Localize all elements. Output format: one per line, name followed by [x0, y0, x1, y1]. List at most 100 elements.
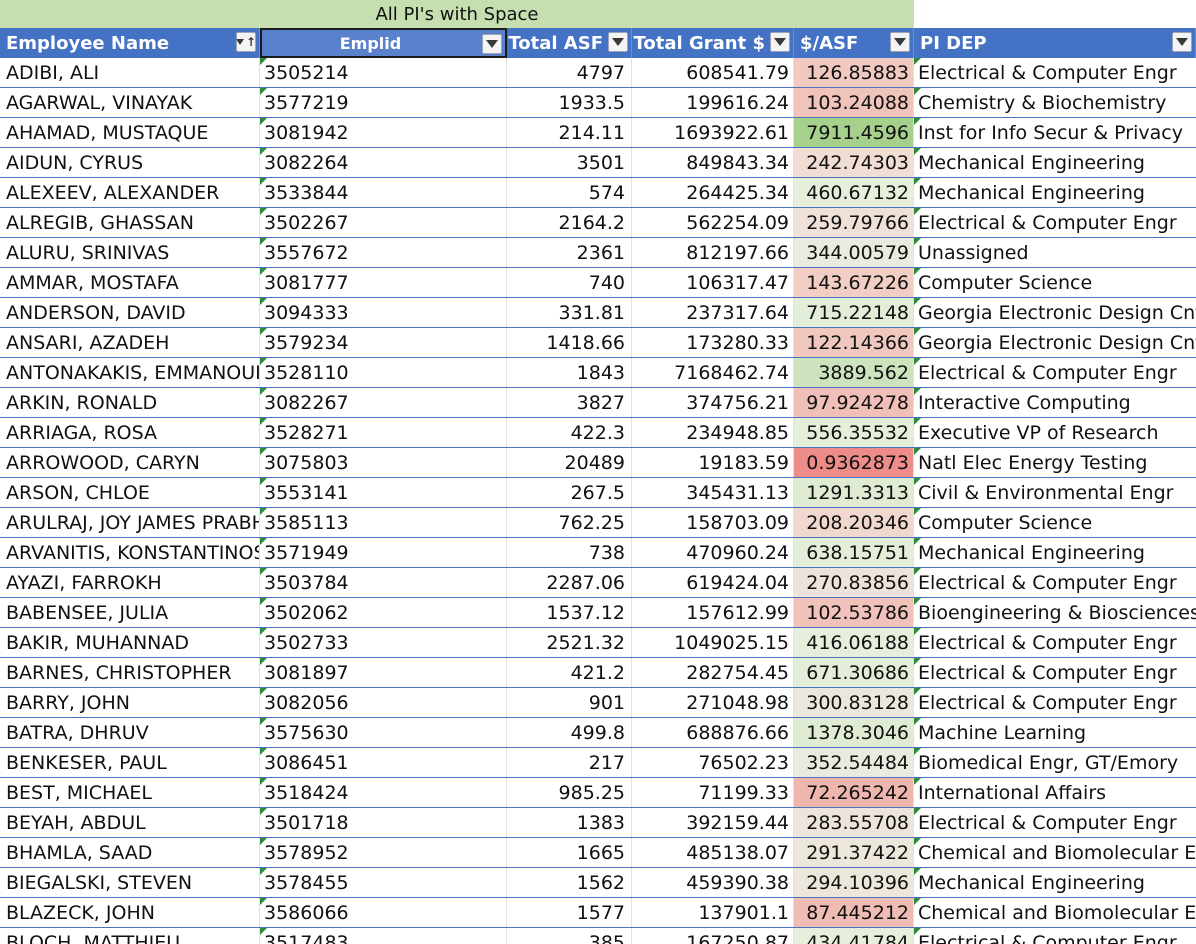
- cell-emplid[interactable]: 3081777: [260, 268, 507, 297]
- cell-employee-name[interactable]: BENKESER, PAUL: [0, 748, 260, 777]
- cell-dollars-per-asf[interactable]: 72.265242: [794, 778, 914, 807]
- cell-dollars-per-asf[interactable]: 556.35532: [794, 418, 914, 447]
- cell-total-asf[interactable]: 1383: [507, 808, 632, 837]
- cell-dollars-per-asf[interactable]: 715.22148: [794, 298, 914, 327]
- cell-total-asf[interactable]: 20489: [507, 448, 632, 477]
- cell-pi-dep[interactable]: Computer Science: [914, 508, 1196, 537]
- cell-dollars-per-asf[interactable]: 291.37422: [794, 838, 914, 867]
- cell-total-grant[interactable]: 688876.66: [632, 718, 794, 747]
- cell-total-asf[interactable]: 214.11: [507, 118, 632, 147]
- cell-total-grant[interactable]: 106317.47: [632, 268, 794, 297]
- cell-employee-name[interactable]: BLOCH, MATTHIEU: [0, 928, 260, 944]
- cell-employee-name[interactable]: ALREGIB, GHASSAN: [0, 208, 260, 237]
- cell-total-asf[interactable]: 1418.66: [507, 328, 632, 357]
- cell-emplid[interactable]: 3502062: [260, 598, 507, 627]
- cell-dollars-per-asf[interactable]: 1378.3046: [794, 718, 914, 747]
- cell-total-grant[interactable]: 374756.21: [632, 388, 794, 417]
- cell-pi-dep[interactable]: Georgia Electronic Design Cntr: [914, 298, 1196, 327]
- cell-pi-dep[interactable]: Unassigned: [914, 238, 1196, 267]
- cell-total-asf[interactable]: 985.25: [507, 778, 632, 807]
- cell-dollars-per-asf[interactable]: 294.10396: [794, 868, 914, 897]
- cell-emplid[interactable]: 3082264: [260, 148, 507, 177]
- cell-employee-name[interactable]: BEST, MICHAEL: [0, 778, 260, 807]
- cell-dollars-per-asf[interactable]: 103.24088: [794, 88, 914, 117]
- cell-emplid[interactable]: 3502733: [260, 628, 507, 657]
- cell-employee-name[interactable]: ANSARI, AZADEH: [0, 328, 260, 357]
- filter-dropdown-icon[interactable]: [890, 32, 910, 52]
- cell-total-grant[interactable]: 1049025.15: [632, 628, 794, 657]
- cell-pi-dep[interactable]: Machine Learning: [914, 718, 1196, 747]
- cell-total-asf[interactable]: 574: [507, 178, 632, 207]
- cell-dollars-per-asf[interactable]: 87.445212: [794, 898, 914, 927]
- cell-dollars-per-asf[interactable]: 1291.3313: [794, 478, 914, 507]
- cell-emplid[interactable]: 3528271: [260, 418, 507, 447]
- cell-dollars-per-asf[interactable]: 126.85883: [794, 58, 914, 87]
- cell-dollars-per-asf[interactable]: 242.74303: [794, 148, 914, 177]
- cell-total-grant[interactable]: 76502.23: [632, 748, 794, 777]
- filter-dropdown-icon[interactable]: [608, 32, 628, 52]
- cell-employee-name[interactable]: ARRIAGA, ROSA: [0, 418, 260, 447]
- cell-total-grant[interactable]: 237317.64: [632, 298, 794, 327]
- cell-employee-name[interactable]: BAKIR, MUHANNAD: [0, 628, 260, 657]
- cell-total-grant[interactable]: 199616.24: [632, 88, 794, 117]
- cell-total-grant[interactable]: 158703.09: [632, 508, 794, 537]
- cell-total-grant[interactable]: 234948.85: [632, 418, 794, 447]
- cell-pi-dep[interactable]: Bioengineering & Biosciences: [914, 598, 1196, 627]
- cell-emplid[interactable]: 3533844: [260, 178, 507, 207]
- cell-dollars-per-asf[interactable]: 97.924278: [794, 388, 914, 417]
- cell-dollars-per-asf[interactable]: 352.54484: [794, 748, 914, 777]
- cell-emplid[interactable]: 3578455: [260, 868, 507, 897]
- cell-employee-name[interactable]: ARVANITIS, KONSTANTINOS: [0, 538, 260, 567]
- cell-total-asf[interactable]: 1562: [507, 868, 632, 897]
- cell-emplid[interactable]: 3518424: [260, 778, 507, 807]
- header-employee-name[interactable]: Employee Name ↑: [0, 28, 260, 58]
- cell-total-asf[interactable]: 1537.12: [507, 598, 632, 627]
- cell-emplid[interactable]: 3081942: [260, 118, 507, 147]
- header-pi-dep[interactable]: PI DEP: [914, 28, 1196, 58]
- cell-emplid[interactable]: 3553141: [260, 478, 507, 507]
- cell-pi-dep[interactable]: Mechanical Engineering: [914, 538, 1196, 567]
- cell-total-grant[interactable]: 345431.13: [632, 478, 794, 507]
- cell-total-grant[interactable]: 485138.07: [632, 838, 794, 867]
- cell-employee-name[interactable]: AGARWAL, VINAYAK: [0, 88, 260, 117]
- cell-pi-dep[interactable]: Mechanical Engineering: [914, 148, 1196, 177]
- cell-total-grant[interactable]: 71199.33: [632, 778, 794, 807]
- cell-dollars-per-asf[interactable]: 460.67132: [794, 178, 914, 207]
- header-dollars-per-asf[interactable]: $/ASF: [794, 28, 914, 58]
- cell-pi-dep[interactable]: Mechanical Engineering: [914, 868, 1196, 897]
- cell-pi-dep[interactable]: Electrical & Computer Engr: [914, 358, 1196, 387]
- cell-emplid[interactable]: 3585113: [260, 508, 507, 537]
- cell-total-asf[interactable]: 2287.06: [507, 568, 632, 597]
- cell-employee-name[interactable]: BIEGALSKI, STEVEN: [0, 868, 260, 897]
- cell-emplid[interactable]: 3082267: [260, 388, 507, 417]
- cell-emplid[interactable]: 3086451: [260, 748, 507, 777]
- cell-pi-dep[interactable]: Interactive Computing: [914, 388, 1196, 417]
- cell-pi-dep[interactable]: Electrical & Computer Engr: [914, 58, 1196, 87]
- cell-emplid[interactable]: 3075803: [260, 448, 507, 477]
- cell-total-asf[interactable]: 901: [507, 688, 632, 717]
- cell-employee-name[interactable]: AMMAR, MOSTAFA: [0, 268, 260, 297]
- cell-total-grant[interactable]: 173280.33: [632, 328, 794, 357]
- header-total-asf[interactable]: Total ASF: [507, 28, 632, 58]
- cell-employee-name[interactable]: AHAMAD, MUSTAQUE: [0, 118, 260, 147]
- cell-employee-name[interactable]: BATRA, DHRUV: [0, 718, 260, 747]
- cell-total-asf[interactable]: 738: [507, 538, 632, 567]
- cell-emplid[interactable]: 3501718: [260, 808, 507, 837]
- cell-total-grant[interactable]: 619424.04: [632, 568, 794, 597]
- cell-employee-name[interactable]: ARROWOOD, CARYN: [0, 448, 260, 477]
- cell-employee-name[interactable]: ARKIN, RONALD: [0, 388, 260, 417]
- cell-pi-dep[interactable]: Electrical & Computer Engr: [914, 658, 1196, 687]
- cell-emplid[interactable]: 3575630: [260, 718, 507, 747]
- cell-pi-dep[interactable]: Natl Elec Energy Testing: [914, 448, 1196, 477]
- cell-total-grant[interactable]: 812197.66: [632, 238, 794, 267]
- cell-total-asf[interactable]: 3827: [507, 388, 632, 417]
- cell-total-asf[interactable]: 421.2: [507, 658, 632, 687]
- cell-dollars-per-asf[interactable]: 434.41784: [794, 928, 914, 944]
- cell-pi-dep[interactable]: Electrical & Computer Engr: [914, 928, 1196, 944]
- cell-dollars-per-asf[interactable]: 7911.4596: [794, 118, 914, 147]
- header-emplid[interactable]: Emplid: [260, 28, 507, 58]
- cell-pi-dep[interactable]: Computer Science: [914, 268, 1196, 297]
- cell-total-asf[interactable]: 3501: [507, 148, 632, 177]
- cell-pi-dep[interactable]: Electrical & Computer Engr: [914, 808, 1196, 837]
- cell-dollars-per-asf[interactable]: 344.00579: [794, 238, 914, 267]
